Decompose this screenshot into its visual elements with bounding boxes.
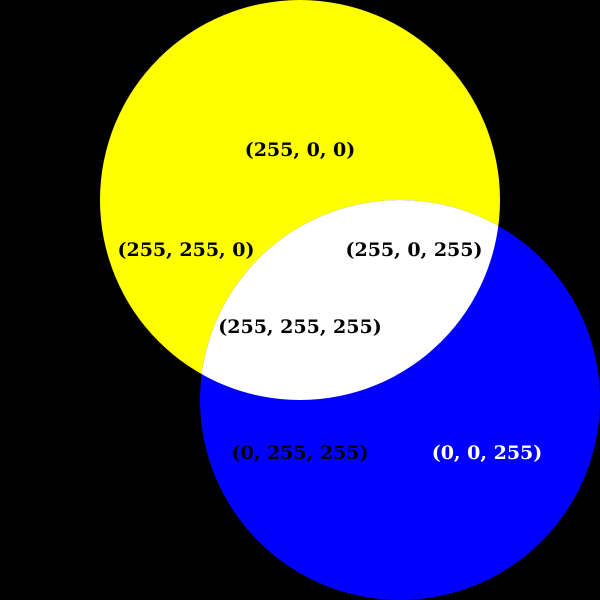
label-top-right: (255, 0, 255) bbox=[346, 239, 483, 261]
label-bottom-left: (0, 255, 255) bbox=[232, 442, 369, 464]
label-bottom-right: (0, 0, 255) bbox=[432, 442, 543, 464]
overlap-region bbox=[200, 200, 500, 400]
label-top-left: (255, 255, 0) bbox=[118, 239, 255, 261]
label-top-center: (255, 0, 0) bbox=[245, 139, 356, 161]
label-center: (255, 255, 255) bbox=[218, 316, 381, 338]
